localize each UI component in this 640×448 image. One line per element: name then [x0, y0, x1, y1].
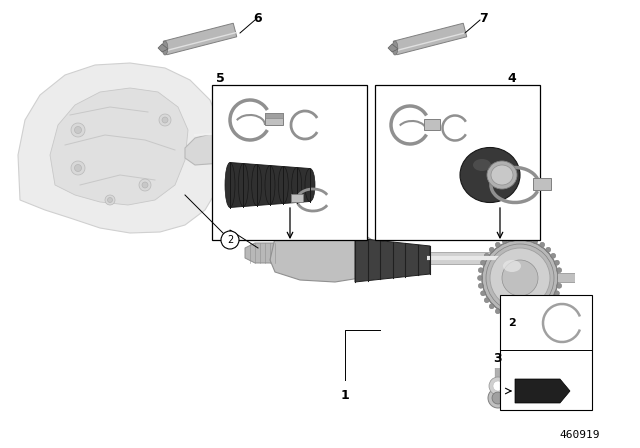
- Circle shape: [509, 315, 515, 320]
- Circle shape: [490, 248, 550, 308]
- Text: 2: 2: [227, 235, 233, 245]
- Polygon shape: [163, 23, 237, 55]
- Polygon shape: [388, 44, 398, 52]
- Circle shape: [221, 231, 239, 249]
- Bar: [500, 295, 592, 410]
- Polygon shape: [18, 63, 225, 233]
- Polygon shape: [515, 379, 570, 403]
- Circle shape: [557, 276, 563, 280]
- Circle shape: [557, 268, 562, 273]
- Circle shape: [533, 238, 538, 244]
- Circle shape: [495, 309, 500, 314]
- Text: 7: 7: [479, 12, 488, 25]
- Circle shape: [546, 247, 551, 252]
- Circle shape: [525, 315, 531, 320]
- Circle shape: [495, 242, 500, 247]
- Text: 4: 4: [508, 72, 516, 85]
- Text: 1: 1: [340, 388, 349, 401]
- Circle shape: [493, 381, 503, 391]
- Circle shape: [557, 283, 562, 289]
- Circle shape: [74, 164, 81, 172]
- Text: 460919: 460919: [560, 430, 600, 440]
- Text: 3: 3: [493, 352, 502, 365]
- Bar: [265, 113, 283, 118]
- Bar: [291, 194, 303, 202]
- Bar: [375, 85, 540, 240]
- Circle shape: [139, 179, 151, 191]
- Polygon shape: [245, 243, 280, 263]
- Circle shape: [540, 242, 545, 247]
- Circle shape: [502, 260, 538, 296]
- Polygon shape: [230, 163, 310, 207]
- Ellipse shape: [162, 41, 168, 55]
- Circle shape: [518, 315, 522, 320]
- Text: 5: 5: [216, 72, 225, 85]
- Circle shape: [551, 253, 556, 258]
- Text: 6: 6: [253, 12, 262, 25]
- Circle shape: [533, 312, 538, 318]
- Ellipse shape: [491, 165, 513, 185]
- Circle shape: [71, 123, 85, 137]
- Ellipse shape: [278, 167, 289, 203]
- Circle shape: [554, 291, 559, 296]
- Circle shape: [481, 260, 486, 265]
- Circle shape: [509, 236, 515, 241]
- Ellipse shape: [292, 168, 301, 202]
- Circle shape: [108, 198, 113, 202]
- Circle shape: [502, 312, 507, 318]
- Circle shape: [551, 298, 556, 303]
- Circle shape: [162, 117, 168, 123]
- Ellipse shape: [238, 164, 248, 207]
- Circle shape: [484, 298, 489, 303]
- Ellipse shape: [487, 161, 517, 189]
- Polygon shape: [355, 238, 430, 282]
- Circle shape: [518, 236, 522, 241]
- Circle shape: [142, 182, 148, 188]
- Ellipse shape: [265, 165, 275, 204]
- Circle shape: [489, 377, 507, 395]
- Circle shape: [477, 276, 483, 280]
- Circle shape: [159, 114, 171, 126]
- Ellipse shape: [503, 260, 521, 272]
- Polygon shape: [185, 125, 280, 165]
- Circle shape: [74, 126, 81, 134]
- Circle shape: [525, 236, 531, 241]
- Bar: [533, 178, 551, 190]
- Circle shape: [484, 253, 489, 258]
- Circle shape: [488, 388, 508, 408]
- Ellipse shape: [225, 163, 235, 207]
- Ellipse shape: [460, 147, 520, 202]
- Polygon shape: [50, 88, 188, 205]
- Circle shape: [554, 260, 559, 265]
- Circle shape: [540, 309, 545, 314]
- Circle shape: [502, 238, 507, 244]
- Bar: [424, 119, 440, 130]
- Bar: [212, 85, 367, 240]
- Circle shape: [489, 304, 494, 309]
- Bar: [265, 113, 283, 125]
- Circle shape: [71, 161, 85, 175]
- Ellipse shape: [392, 41, 398, 55]
- Circle shape: [478, 268, 483, 273]
- Text: 2: 2: [508, 318, 516, 328]
- Ellipse shape: [252, 164, 262, 206]
- Circle shape: [105, 195, 115, 205]
- Circle shape: [489, 247, 494, 252]
- Circle shape: [478, 283, 483, 289]
- Circle shape: [481, 291, 486, 296]
- Polygon shape: [393, 23, 467, 55]
- Polygon shape: [270, 228, 378, 282]
- Ellipse shape: [473, 159, 491, 171]
- Ellipse shape: [305, 168, 315, 202]
- Circle shape: [492, 392, 504, 404]
- Circle shape: [482, 240, 558, 316]
- Polygon shape: [158, 44, 168, 52]
- Circle shape: [546, 304, 551, 309]
